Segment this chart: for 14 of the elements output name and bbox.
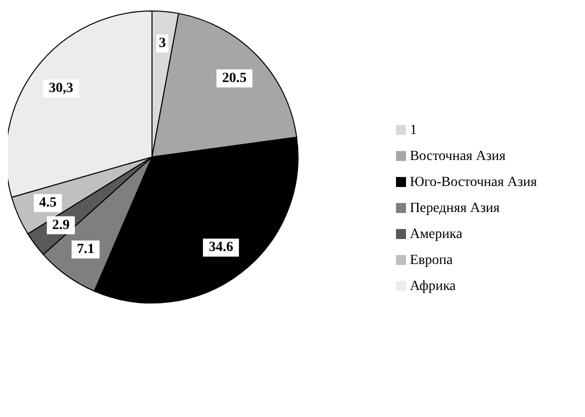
data-label: 7.1 [76,242,94,257]
legend-label: Америка [410,226,462,242]
data-label: 4.5 [39,196,57,211]
data-label: 3 [158,36,166,52]
data-label: 2.9 [52,218,70,233]
legend-label: Передняя Азия [410,200,500,216]
legend-label: Юго-Восточная Азия [410,174,537,190]
legend-label: 1 [410,122,417,138]
data-label: 30,3 [48,80,74,96]
legend-label: Восточная Азия [410,148,506,164]
data-label: 34.6 [208,240,234,256]
legend-label: Африка [410,278,456,294]
legend-label: Европа [410,252,453,268]
data-label: 20.5 [222,70,247,86]
